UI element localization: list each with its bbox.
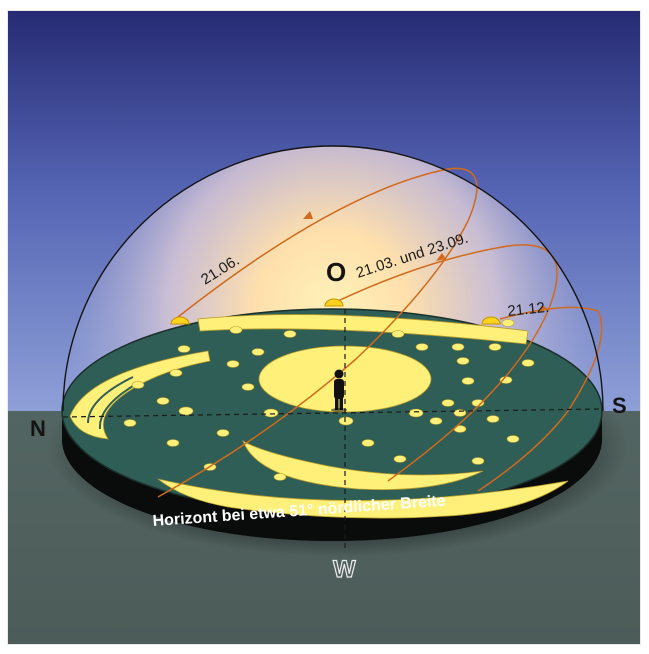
arrowheads [303, 211, 548, 313]
star [456, 357, 470, 365]
crescent-moon [242, 440, 484, 491]
rising-suns [170, 298, 501, 325]
label-east: O [326, 257, 346, 287]
front-gold-band [157, 478, 569, 519]
star [177, 345, 191, 353]
star [441, 399, 455, 407]
star [216, 429, 230, 437]
star [166, 439, 180, 447]
star [488, 343, 502, 351]
back-gold-band [197, 314, 529, 345]
star [263, 408, 279, 418]
star [429, 417, 443, 425]
star [123, 419, 137, 427]
star [393, 455, 407, 463]
star [241, 383, 255, 391]
sun-december [481, 316, 501, 325]
arrow-june [303, 211, 313, 219]
sun-path-june [157, 167, 478, 498]
label-south: S [612, 393, 627, 418]
sun-path-equinox [337, 244, 558, 482]
arrow-equinox [436, 253, 446, 261]
star [415, 343, 429, 351]
star [156, 397, 170, 405]
star [408, 408, 424, 418]
star [461, 377, 475, 385]
cardinal-axes [62, 309, 604, 551]
star [361, 439, 375, 447]
star [229, 326, 243, 334]
hemisphere-outline [62, 145, 604, 412]
arrow-december [538, 305, 548, 313]
diagram-frame: N S O W 21.06. 21.03. und 23.09. 21.12. … [8, 11, 640, 644]
star [391, 330, 405, 338]
star [338, 416, 354, 426]
star [506, 435, 520, 443]
stars [123, 319, 535, 481]
star [169, 369, 183, 377]
sun-june [170, 316, 190, 325]
sun-equinox [324, 298, 344, 307]
star [251, 348, 265, 356]
star [486, 415, 500, 423]
star [451, 343, 465, 351]
label-west: W [333, 556, 356, 583]
star [131, 381, 145, 389]
sky-disc-diagram: N S O W 21.06. 21.03. und 23.09. 21.12. … [8, 11, 640, 644]
star [501, 319, 515, 327]
date-december: 21.12. [507, 299, 550, 320]
observer-figure [334, 369, 344, 410]
star [471, 457, 485, 465]
north-south-axis [62, 408, 604, 418]
star [273, 473, 287, 481]
left-gold-arc [69, 350, 211, 440]
star [283, 330, 297, 338]
star [178, 406, 194, 416]
star [226, 360, 240, 368]
label-north: N [30, 416, 46, 441]
star [521, 359, 535, 367]
